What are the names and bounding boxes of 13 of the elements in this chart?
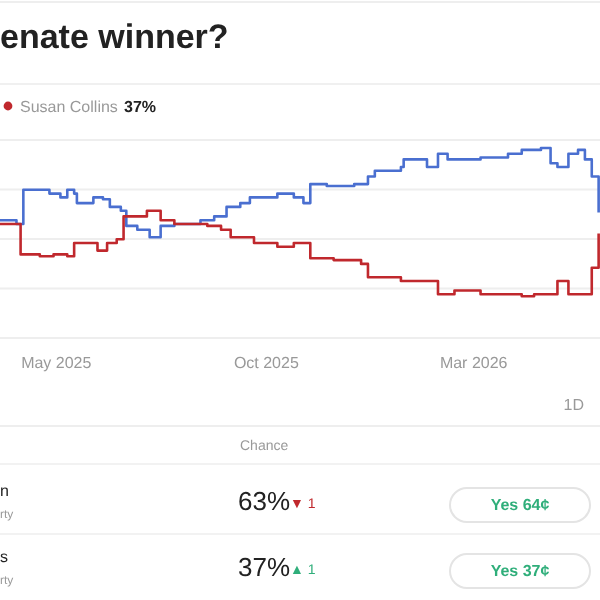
text: 37%: [238, 552, 291, 582]
text: 37%: [124, 98, 157, 116]
text: Yes 37¢: [490, 562, 551, 580]
text: 1D: [563, 396, 585, 414]
x-tick-label: Mar 2026: [439, 354, 509, 372]
text: s: [0, 548, 8, 566]
x-tick-label: May 2025: [21, 354, 93, 372]
text: Yes 64¢: [490, 496, 551, 514]
text: n: [0, 482, 9, 500]
legend-label: Susan Collins: [20, 98, 118, 116]
chart-title: enate winner?: [0, 18, 229, 56]
x-tick-label: Oct 2025: [233, 354, 300, 372]
text: 63%: [238, 486, 291, 516]
